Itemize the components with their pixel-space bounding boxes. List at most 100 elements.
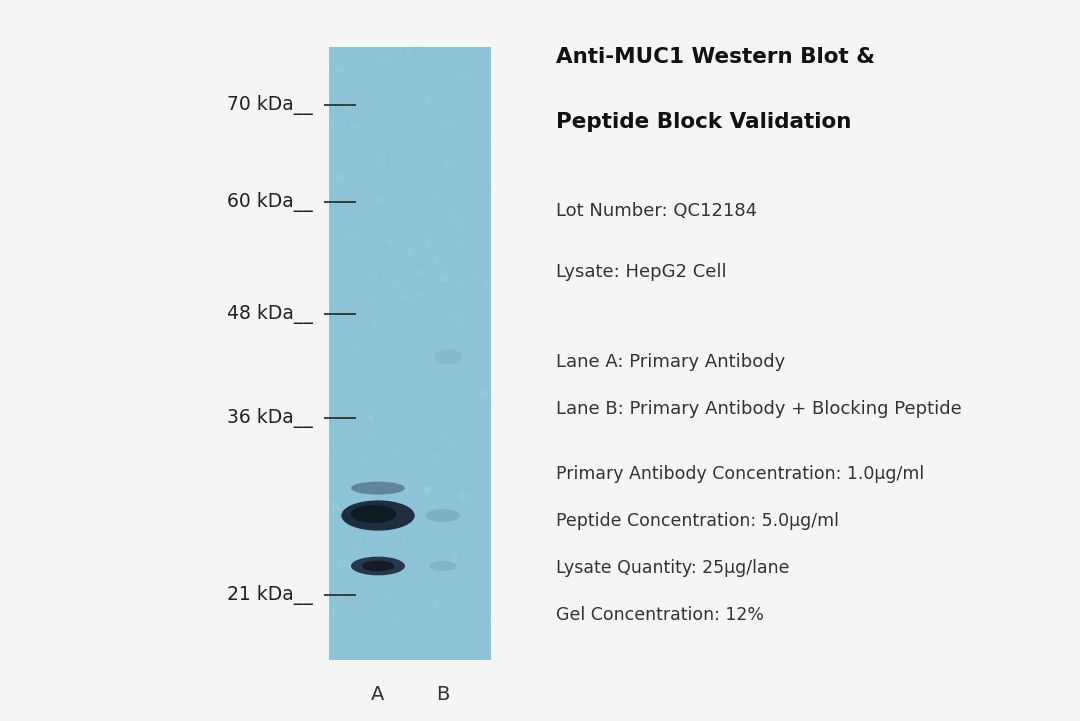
Bar — [477, 270, 482, 277]
Bar — [444, 184, 447, 189]
Bar — [381, 60, 388, 63]
Bar — [433, 337, 438, 344]
Bar — [473, 492, 475, 500]
Bar — [476, 51, 483, 53]
Text: Lysate: HepG2 Cell: Lysate: HepG2 Cell — [556, 263, 727, 281]
Bar — [490, 575, 492, 581]
Bar — [434, 256, 438, 261]
Bar — [389, 490, 393, 497]
Bar — [342, 329, 348, 336]
Bar — [350, 208, 357, 212]
Bar — [347, 376, 350, 380]
Text: Gel Concentration: 12%: Gel Concentration: 12% — [556, 606, 765, 624]
Bar — [360, 456, 365, 461]
Bar — [451, 190, 454, 198]
Bar — [417, 355, 421, 362]
Bar — [417, 249, 423, 255]
Bar — [374, 262, 378, 265]
Bar — [366, 437, 368, 442]
Bar — [372, 431, 375, 439]
Bar — [341, 78, 347, 84]
Bar — [352, 529, 360, 534]
Text: Primary Antibody Concentration: 1.0μg/ml: Primary Antibody Concentration: 1.0μg/ml — [556, 465, 924, 483]
Bar — [484, 282, 487, 288]
Bar — [387, 293, 391, 298]
Bar — [397, 172, 404, 179]
Bar — [444, 367, 447, 369]
Bar — [401, 510, 404, 513]
Bar — [443, 433, 447, 439]
Bar — [363, 538, 365, 543]
Bar — [483, 185, 486, 192]
Bar — [427, 244, 430, 252]
Bar — [475, 366, 482, 369]
Text: 21 kDa__: 21 kDa__ — [228, 585, 313, 605]
Text: Lane B: Primary Antibody + Blocking Peptide: Lane B: Primary Antibody + Blocking Pept… — [556, 400, 962, 418]
Bar — [427, 241, 431, 246]
Bar — [480, 331, 486, 334]
Bar — [337, 174, 345, 181]
Bar — [380, 583, 387, 586]
Text: Anti-MUC1 Western Blot &: Anti-MUC1 Western Blot & — [556, 47, 875, 67]
Bar — [410, 48, 418, 52]
Bar — [350, 105, 355, 110]
Bar — [339, 563, 342, 569]
Bar — [470, 506, 473, 510]
Bar — [424, 550, 431, 557]
Bar — [336, 66, 342, 73]
Bar — [459, 242, 465, 244]
Text: Peptide Block Validation: Peptide Block Validation — [556, 112, 851, 132]
Bar — [459, 493, 464, 501]
Bar — [373, 272, 378, 277]
Bar — [424, 348, 431, 350]
Bar — [478, 221, 482, 226]
Bar — [443, 268, 450, 274]
Bar — [422, 89, 424, 97]
Bar — [481, 231, 487, 233]
Bar — [438, 451, 442, 459]
Bar — [474, 172, 477, 177]
Bar — [348, 242, 353, 248]
Bar — [354, 379, 360, 381]
Bar — [488, 404, 496, 410]
Bar — [482, 166, 490, 170]
Bar — [336, 106, 342, 114]
Bar — [404, 528, 408, 534]
Bar — [402, 339, 406, 344]
Bar — [345, 287, 350, 291]
Bar — [481, 234, 487, 237]
Bar — [451, 440, 458, 447]
Bar — [463, 481, 471, 488]
Bar — [342, 330, 347, 338]
Ellipse shape — [341, 500, 415, 531]
Bar — [448, 131, 455, 138]
Bar — [403, 293, 406, 300]
Bar — [359, 171, 365, 176]
Bar — [489, 138, 491, 146]
Bar — [458, 110, 462, 114]
Bar — [462, 446, 467, 448]
Bar — [445, 161, 449, 164]
Bar — [482, 416, 490, 423]
Bar — [367, 415, 373, 420]
Bar — [405, 360, 413, 365]
Bar — [388, 500, 392, 504]
Bar — [437, 84, 444, 90]
Bar — [419, 311, 427, 316]
Bar — [342, 474, 346, 482]
Bar — [483, 362, 490, 369]
Bar — [470, 544, 476, 551]
Text: Lot Number: QC12184: Lot Number: QC12184 — [556, 202, 757, 220]
Bar — [332, 611, 336, 615]
Bar — [407, 425, 414, 428]
Bar — [427, 452, 433, 455]
Bar — [336, 224, 343, 227]
Bar — [381, 135, 383, 142]
Bar — [415, 146, 419, 154]
Bar — [417, 293, 422, 296]
Bar — [459, 367, 468, 371]
Bar — [433, 519, 436, 522]
Bar — [366, 66, 372, 73]
Bar — [402, 487, 410, 492]
Bar — [485, 566, 490, 569]
